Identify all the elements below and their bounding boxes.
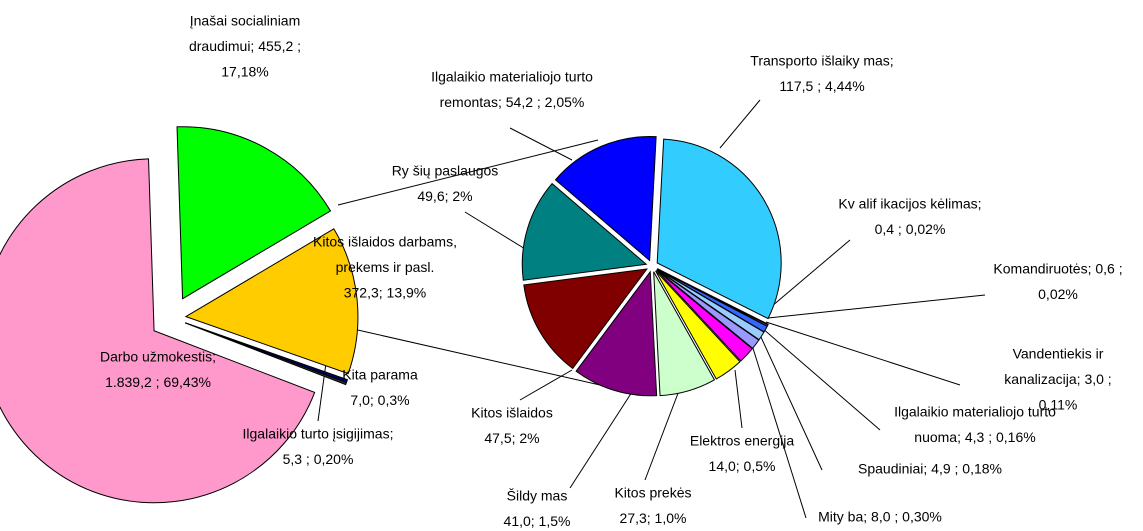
leader-line [644, 387, 681, 481]
data-label: 41,0; 1,5% [504, 513, 571, 529]
leader-line [751, 344, 807, 519]
data-label: draudimui; 455,2 ; [189, 38, 301, 54]
leader-line [519, 369, 573, 401]
pie-slice [184, 228, 359, 375]
leader-line [759, 334, 823, 471]
data-label: Darbo užmokestis; [100, 349, 216, 365]
leader-line [569, 391, 633, 489]
data-label: 372,3; 13,9% [344, 285, 427, 301]
data-label: Ilgalaikio materialiojo turto [431, 69, 593, 85]
data-label: 0,11% [1039, 397, 1078, 413]
leader-line [509, 127, 573, 161]
data-label: Šildy mas [507, 488, 568, 504]
data-label: 7,0; 0,3% [350, 392, 409, 408]
pie-slice [653, 271, 716, 397]
data-label: Kita parama [342, 367, 418, 383]
data-label: 0,02% [1038, 286, 1078, 302]
pie-slice [523, 268, 648, 370]
leader-line [764, 239, 851, 313]
data-label: Kitos išlaidos [471, 405, 553, 421]
pie-slice [575, 270, 658, 397]
data-label: Ilgalaikio materialiojo turto [894, 404, 1056, 420]
leader-lines [317, 99, 986, 519]
data-label: Transporto išlaiky mas; [750, 53, 893, 69]
data-label: nuoma; 4,3 ; 0,16% [914, 429, 1035, 445]
data-label: Įnašai socialiniam [190, 13, 301, 29]
data-label: 14,0; 0,5% [709, 458, 776, 474]
data-label: 1.839,2 ; 69,43% [105, 374, 211, 390]
data-label: prekems ir pasl. [336, 259, 435, 275]
pie-slice [655, 270, 741, 380]
pie-slice [184, 322, 348, 386]
pie-slice [176, 126, 332, 300]
pie-slice [554, 136, 657, 262]
leader-line [765, 321, 961, 386]
data-label: 17,18% [221, 64, 268, 80]
data-label: Kv alif ikacijos kėlimas; [838, 196, 981, 212]
data-label: Elektros energija [690, 433, 794, 449]
pie-slice [656, 269, 753, 362]
leader-line [734, 369, 743, 429]
pie-slice [656, 269, 760, 349]
data-label: Kitos išlaidos darbams, [313, 234, 457, 250]
data-label: Kitos prekės [614, 485, 691, 501]
leader-line [761, 327, 881, 431]
pie-slice [0, 158, 316, 504]
data-label: 117,5 ; 4,44% [779, 78, 864, 94]
pie-slice [521, 182, 648, 281]
data-label: Komandiruotės; 0,6 ; [993, 261, 1122, 277]
data-label: 5,3 ; 0,20% [283, 451, 354, 467]
data-label: kanalizacija; 3,0 ; [1004, 371, 1111, 387]
data-label: Vandentiekis ir [1013, 346, 1104, 362]
data-label: remontas; 54,2 ; 2,05% [440, 94, 585, 110]
data-label: Spaudiniai; 4,9 ; 0,18% [858, 461, 1002, 477]
data-label: 47,5; 2% [484, 430, 539, 446]
data-label: 0,4 ; 0,02% [875, 221, 946, 237]
data-label: 49,6; 2% [417, 188, 472, 204]
leader-line [719, 99, 761, 149]
leader-line [767, 294, 986, 319]
connector-line [339, 325, 601, 386]
pie-slice [656, 138, 782, 320]
data-label: 27,3; 1,0% [620, 510, 687, 526]
data-label: Mity ba; 8,0 ; 0,30% [818, 509, 942, 525]
data-label: Ilgalaikio turto įsigijimas; [243, 426, 394, 442]
data-label: Ry šių paslaugos [392, 163, 499, 179]
